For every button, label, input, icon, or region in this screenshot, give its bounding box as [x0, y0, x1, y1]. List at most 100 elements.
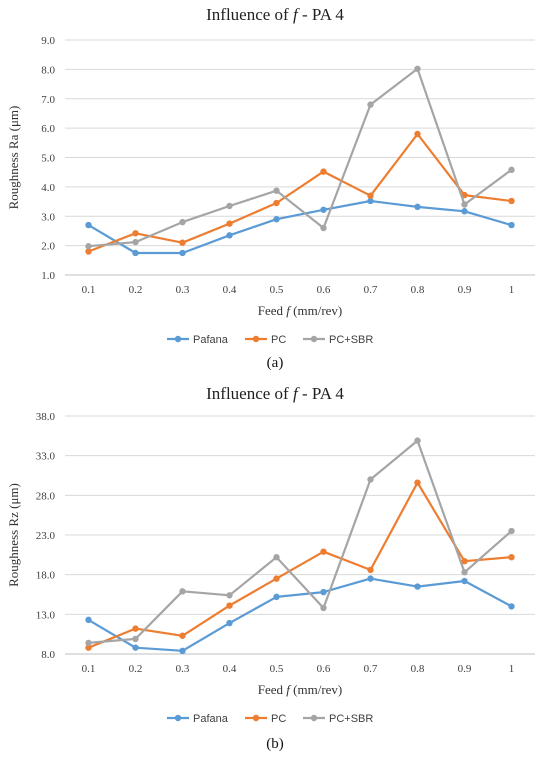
legend-swatch-marker: [174, 714, 182, 722]
series-pc: [85, 479, 515, 651]
data-point: [85, 639, 92, 647]
chart-title-suffix: - PA 4: [298, 384, 345, 403]
series-pafana: [85, 197, 515, 257]
x-tick-label: 0.9: [458, 284, 472, 296]
data-point: [132, 635, 139, 643]
series-line: [87, 577, 513, 652]
data-point: [85, 616, 92, 624]
legend-item: PC: [245, 334, 286, 346]
rz-line-chart: Influence of f - PA 4 8.0 13.0 18.0 23.0 28.0…: [6, 384, 535, 725]
x-tick-label: 0.8: [411, 663, 425, 675]
data-point: [226, 220, 233, 227]
series-line: [87, 199, 512, 255]
data-point: [367, 566, 374, 574]
data-point: [414, 479, 421, 486]
data-point: [273, 199, 280, 207]
x-tick-label: 0.4: [223, 284, 237, 296]
y-axis-label: Roughness Ra (μm): [6, 106, 21, 210]
x-axis-label-suffix: (mm/rev): [290, 303, 342, 318]
data-point: [367, 101, 374, 108]
data-point: [508, 554, 515, 561]
caption-a: (a): [266, 355, 284, 371]
y-tick-label: 8.0: [41, 649, 55, 661]
x-tick-label: 1: [509, 284, 515, 296]
series-pafana: [85, 575, 515, 655]
legend-item: PC+SBR: [303, 713, 373, 725]
data-point: [273, 593, 280, 601]
data-point: [320, 588, 327, 596]
x-tick-label: 0.2: [129, 663, 143, 675]
y-tick-label: 6.0: [41, 123, 55, 135]
x-tick-label: 0.5: [270, 284, 284, 296]
data-point: [85, 644, 92, 651]
data-point: [508, 221, 515, 229]
caption-b: (b): [266, 736, 284, 752]
data-point: [320, 224, 327, 232]
x-axis-label-variable: f: [286, 682, 292, 697]
data-point: [273, 215, 280, 223]
data-point: [461, 569, 468, 576]
series-line: [88, 132, 512, 253]
chart-title-variable: f: [293, 5, 300, 24]
data-point: [226, 602, 233, 609]
data-point: [508, 603, 515, 610]
data-point: [461, 557, 468, 565]
data-point: [132, 625, 139, 632]
data-point: [414, 65, 421, 72]
legend-label: PC: [271, 334, 286, 346]
data-point: [320, 548, 327, 555]
data-point: [179, 249, 186, 257]
data-point: [508, 166, 515, 174]
y-tick-label: 7.0: [41, 94, 55, 106]
legend-item: Pafana: [167, 334, 229, 346]
chart-title-prefix: Influence of: [206, 384, 293, 403]
x-tick-label: 0.1: [82, 284, 96, 296]
x-tick-label: 0.6: [317, 663, 331, 675]
data-point: [461, 201, 468, 208]
data-point: [414, 203, 421, 211]
data-point: [414, 437, 421, 444]
data-point: [320, 206, 327, 213]
data-point: [132, 238, 139, 246]
data-point: [85, 243, 92, 250]
series-line: [88, 481, 512, 649]
data-point: [179, 647, 186, 655]
legend-swatch-marker: [310, 335, 318, 343]
legend-swatch-marker: [252, 714, 260, 722]
series-pc-sbr: [85, 437, 515, 647]
ra-line-chart: Influence of f - PA 4 1.0 2.0 3.0 4.0 5.0 6.0 7…: [6, 5, 535, 346]
data-point: [226, 202, 233, 210]
data-point: [414, 583, 421, 590]
y-tick-label: 38.0: [36, 411, 56, 423]
series-pc: [85, 130, 515, 255]
y-tick-label: 9.0: [41, 35, 55, 47]
x-axis-label-prefix: Feed: [258, 682, 287, 697]
data-point: [273, 575, 280, 582]
legend-swatch-marker: [174, 335, 182, 343]
y-tick-label: 2.0: [41, 241, 55, 253]
data-point: [132, 230, 139, 237]
x-tick-label: 0.5: [270, 663, 284, 675]
y-tick-label: 4.0: [41, 182, 55, 194]
y-tick-label: 28.0: [36, 490, 56, 502]
legend-item: PC+SBR: [303, 334, 373, 346]
x-axis-label: Feed f (mm/rev): [258, 303, 343, 318]
legend-label: PC: [271, 713, 286, 725]
x-axis-label: Feed f (mm/rev): [258, 682, 343, 697]
data-point: [367, 192, 374, 199]
x-tick-label: 0.6: [317, 284, 331, 296]
y-tick-label: 5.0: [41, 153, 55, 165]
chart-panel-a: Influence of f - PA 4 1.0 2.0 3.0 4.0 5.0 6.0 7…: [6, 5, 535, 371]
legend-label: PC+SBR: [329, 334, 373, 346]
x-axis-label-prefix: Feed: [258, 303, 287, 318]
legend-label: Pafana: [193, 713, 229, 725]
data-point: [320, 604, 327, 612]
data-point: [85, 221, 92, 229]
chart-title-variable: f: [293, 384, 300, 403]
data-point: [226, 592, 233, 599]
y-axis-label: Roughness Rz (μm): [6, 483, 21, 587]
data-point: [461, 208, 468, 215]
chart-title: Influence of f - PA 4: [206, 384, 344, 403]
data-point: [85, 248, 92, 255]
data-point: [179, 588, 186, 595]
